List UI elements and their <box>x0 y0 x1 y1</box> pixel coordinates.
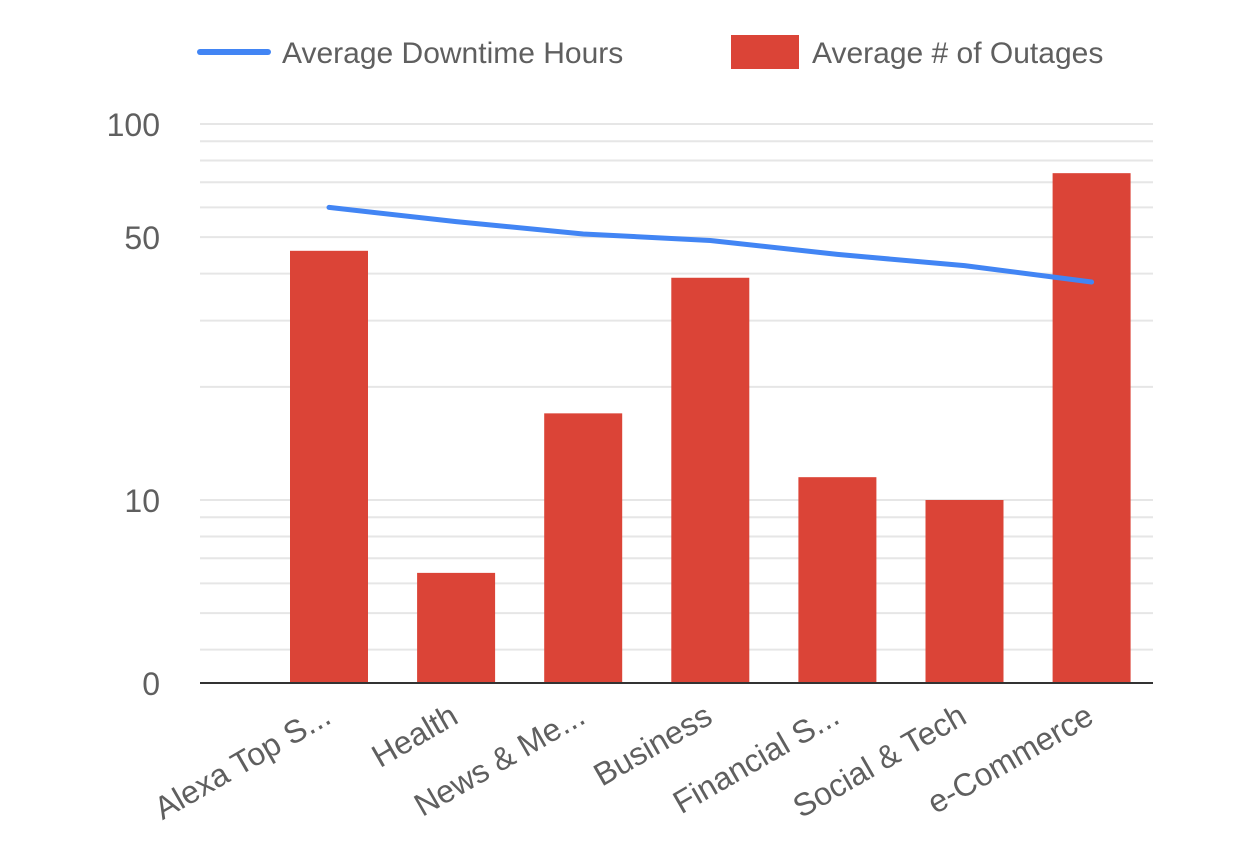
bar <box>671 277 750 683</box>
bar-series <box>290 173 1131 684</box>
legend-label-outages: Average # of Outages <box>812 37 1103 70</box>
bar <box>925 500 1004 683</box>
legend-label-downtime: Average Downtime Hours <box>282 37 623 70</box>
legend-swatch-outages <box>731 35 799 69</box>
bar <box>417 572 496 683</box>
bar <box>1052 173 1131 683</box>
line-series <box>326 204 1095 285</box>
bar <box>544 413 623 683</box>
y-tick-label: 100 <box>107 107 160 143</box>
y-axis-ticks: 0 10 50 100 <box>107 107 160 702</box>
bar <box>290 250 368 684</box>
legend: Average Downtime Hours Average # of Outa… <box>197 35 1103 70</box>
line-series-path <box>326 204 1095 285</box>
bar <box>798 477 877 683</box>
y-tick-label: 0 <box>142 666 160 702</box>
x-category-label: Alexa Top S... <box>148 697 336 827</box>
y-tick-label: 10 <box>124 483 160 519</box>
x-category-label: Health <box>365 697 463 774</box>
y-tick-label: 50 <box>124 220 160 256</box>
